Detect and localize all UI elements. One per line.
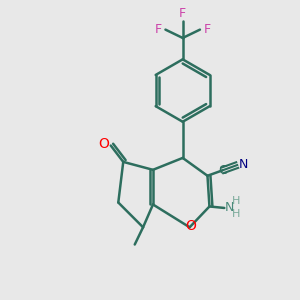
Text: F: F [179, 7, 186, 20]
Text: F: F [203, 23, 211, 36]
Text: O: O [98, 137, 109, 151]
Text: C: C [218, 164, 227, 177]
Text: H: H [231, 209, 240, 220]
Text: O: O [185, 219, 196, 233]
Text: N: N [239, 158, 248, 171]
Text: N: N [225, 201, 234, 214]
Text: H: H [231, 196, 240, 206]
Text: F: F [155, 23, 162, 36]
